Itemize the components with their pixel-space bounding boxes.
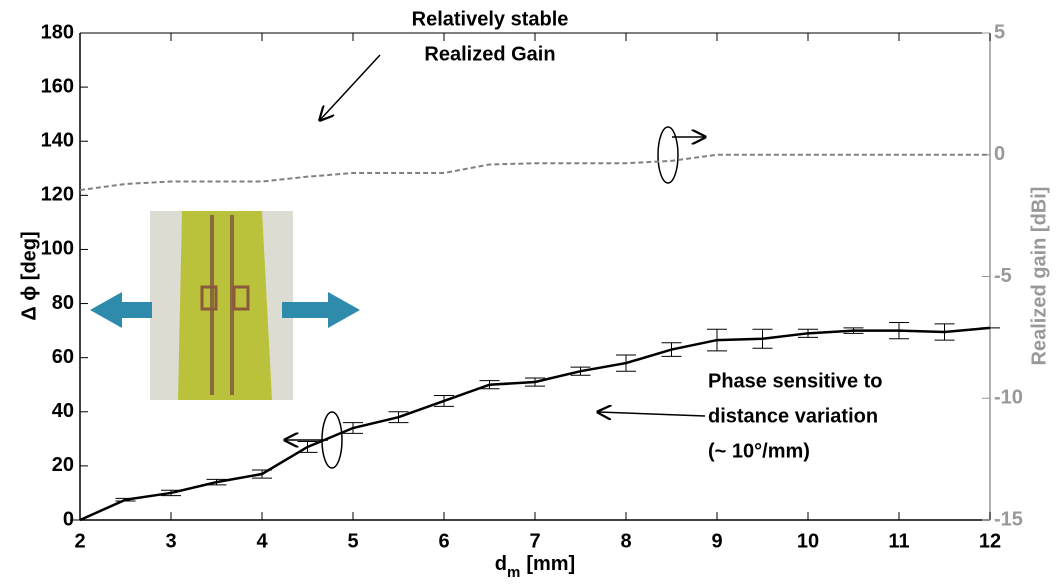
error-bar [297,441,318,453]
x-tick-label: 9 [711,530,722,552]
annotation: distance variation [708,405,878,427]
y2-tick-label: 0 [994,143,1005,165]
x-tick-label: 12 [979,530,1001,552]
error-bar [889,321,909,340]
y2-tick-label: -5 [994,265,1012,287]
x-tick-label: 2 [74,530,85,552]
error-bar [479,380,500,390]
y-tick-label: 100 [41,238,74,260]
x-tick-label: 5 [347,530,358,552]
y-tick-label: 60 [52,346,74,368]
y-axis-label: Δ ϕ [deg] [18,231,40,320]
y2-tick-label: -10 [994,387,1023,409]
y2-tick-label: 5 [994,21,1005,43]
error-bar [434,395,454,407]
error-bar [661,342,682,357]
y-tick-label: 160 [41,75,74,97]
error-bar [707,328,727,352]
error-bar [616,354,636,372]
x-tick-label: 10 [797,530,819,552]
x-tick-label: 7 [529,530,540,552]
x-axis-label: dm [mm] [495,553,575,581]
left-arrow [90,292,152,328]
y-tick-label: 140 [41,130,74,152]
right-arrow [282,292,360,328]
y-tick-label: 40 [52,400,74,422]
error-bar [161,489,181,497]
x-label-sub: m [507,564,520,581]
x-tick-label: 3 [165,530,176,552]
y-tick-label: 120 [41,184,74,206]
x-label-unit: [mm] [526,553,575,575]
error-bar [252,469,272,479]
error-bar [798,328,818,338]
y-tick-label: 180 [41,21,74,43]
error-bar [934,323,955,341]
error-bar [343,422,363,434]
y2-tick-label: -15 [994,508,1023,530]
x-tick-label: 11 [888,530,909,552]
x-tick-label: 8 [620,530,631,552]
annotation: Realized Gain [424,43,555,65]
annotation: Phase sensitive to [708,370,883,392]
error-bar [388,411,409,424]
error-bar [115,497,136,502]
y-tick-label: 80 [52,292,74,314]
error-bar [843,327,864,334]
y-tick-label: 20 [52,454,74,476]
error-bar [525,377,545,387]
y2-axis-label: Realized gain [dBi] [1028,187,1050,366]
data-line [79,153,990,192]
x-tick-label: 6 [438,530,449,552]
y-tick-label: 0 [63,508,74,530]
axis-markers [285,54,705,469]
x-label-main: d [495,553,507,575]
error-bar [752,328,773,349]
error-bar [570,366,591,376]
x-tick-label: 4 [256,530,268,552]
error-bar [206,478,227,486]
annotation: (~ 10°/mm) [708,440,810,462]
annotation: Relatively stable [412,8,569,30]
inset-photo [150,211,293,400]
